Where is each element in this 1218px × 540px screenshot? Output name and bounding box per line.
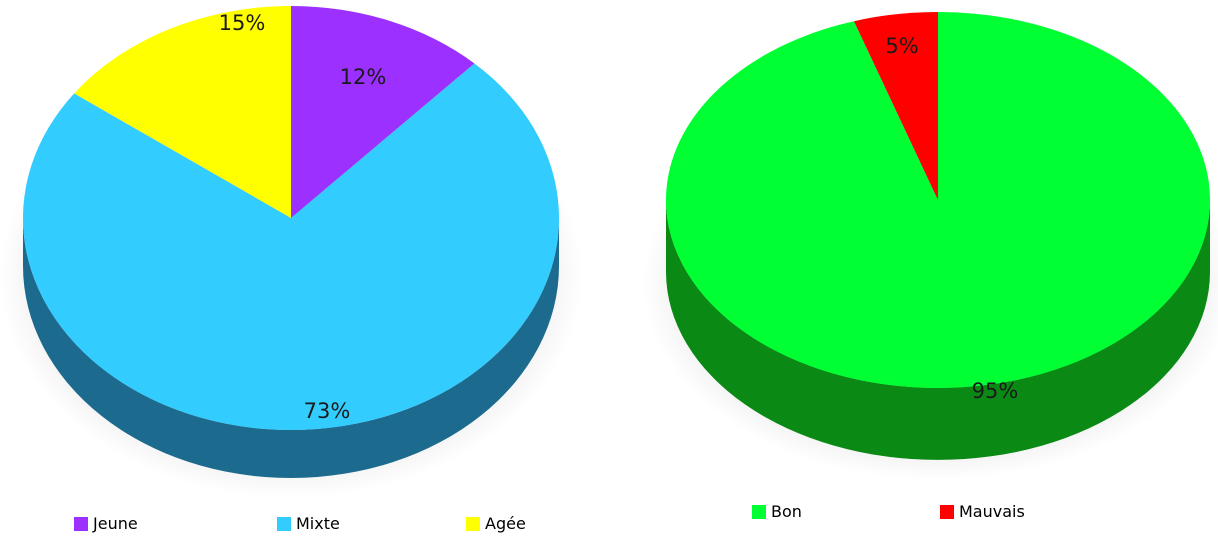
- legend-swatch-mauvais: [940, 504, 954, 519]
- legend-label-mixte: Mixte: [296, 514, 340, 533]
- pie-slice-jeune: [291, 6, 475, 218]
- legend-item-jeune: Jeune: [74, 514, 138, 533]
- legend-swatch-agee: [466, 516, 480, 531]
- pie-chart-age: 12% 73% 15%: [0, 6, 583, 498]
- legend-label-bon: Bon: [771, 502, 802, 521]
- slice-label-agee: 15%: [219, 11, 266, 35]
- pie-chart-quality: 95% 5%: [642, 12, 1218, 480]
- legend-item-agee: Agée: [466, 514, 526, 533]
- legend-label-agee: Agée: [485, 514, 526, 533]
- legend-item-bon: Bon: [752, 502, 802, 521]
- slice-label-mauvais: 5%: [885, 34, 918, 58]
- pie-slice-agee: [74, 6, 292, 218]
- pie-side: [666, 200, 1210, 460]
- legend-item-mixte: Mixte: [277, 514, 340, 533]
- pie-slice-bon: [666, 12, 1211, 388]
- legend-swatch-mixte: [277, 516, 291, 531]
- legend-swatch-jeune: [74, 516, 88, 531]
- pie-slice-mixte: [23, 63, 560, 431]
- slice-label-jeune: 12%: [340, 65, 387, 89]
- legend-label-jeune: Jeune: [93, 514, 138, 533]
- legend-swatch-bon: [752, 504, 766, 519]
- legend-label-mauvais: Mauvais: [959, 502, 1025, 521]
- slice-label-mixte: 73%: [304, 399, 351, 423]
- slice-label-bon: 95%: [972, 379, 1019, 403]
- pie-side: [23, 218, 559, 478]
- pie-slice-mauvais: [853, 12, 938, 200]
- legend-item-mauvais: Mauvais: [940, 502, 1025, 521]
